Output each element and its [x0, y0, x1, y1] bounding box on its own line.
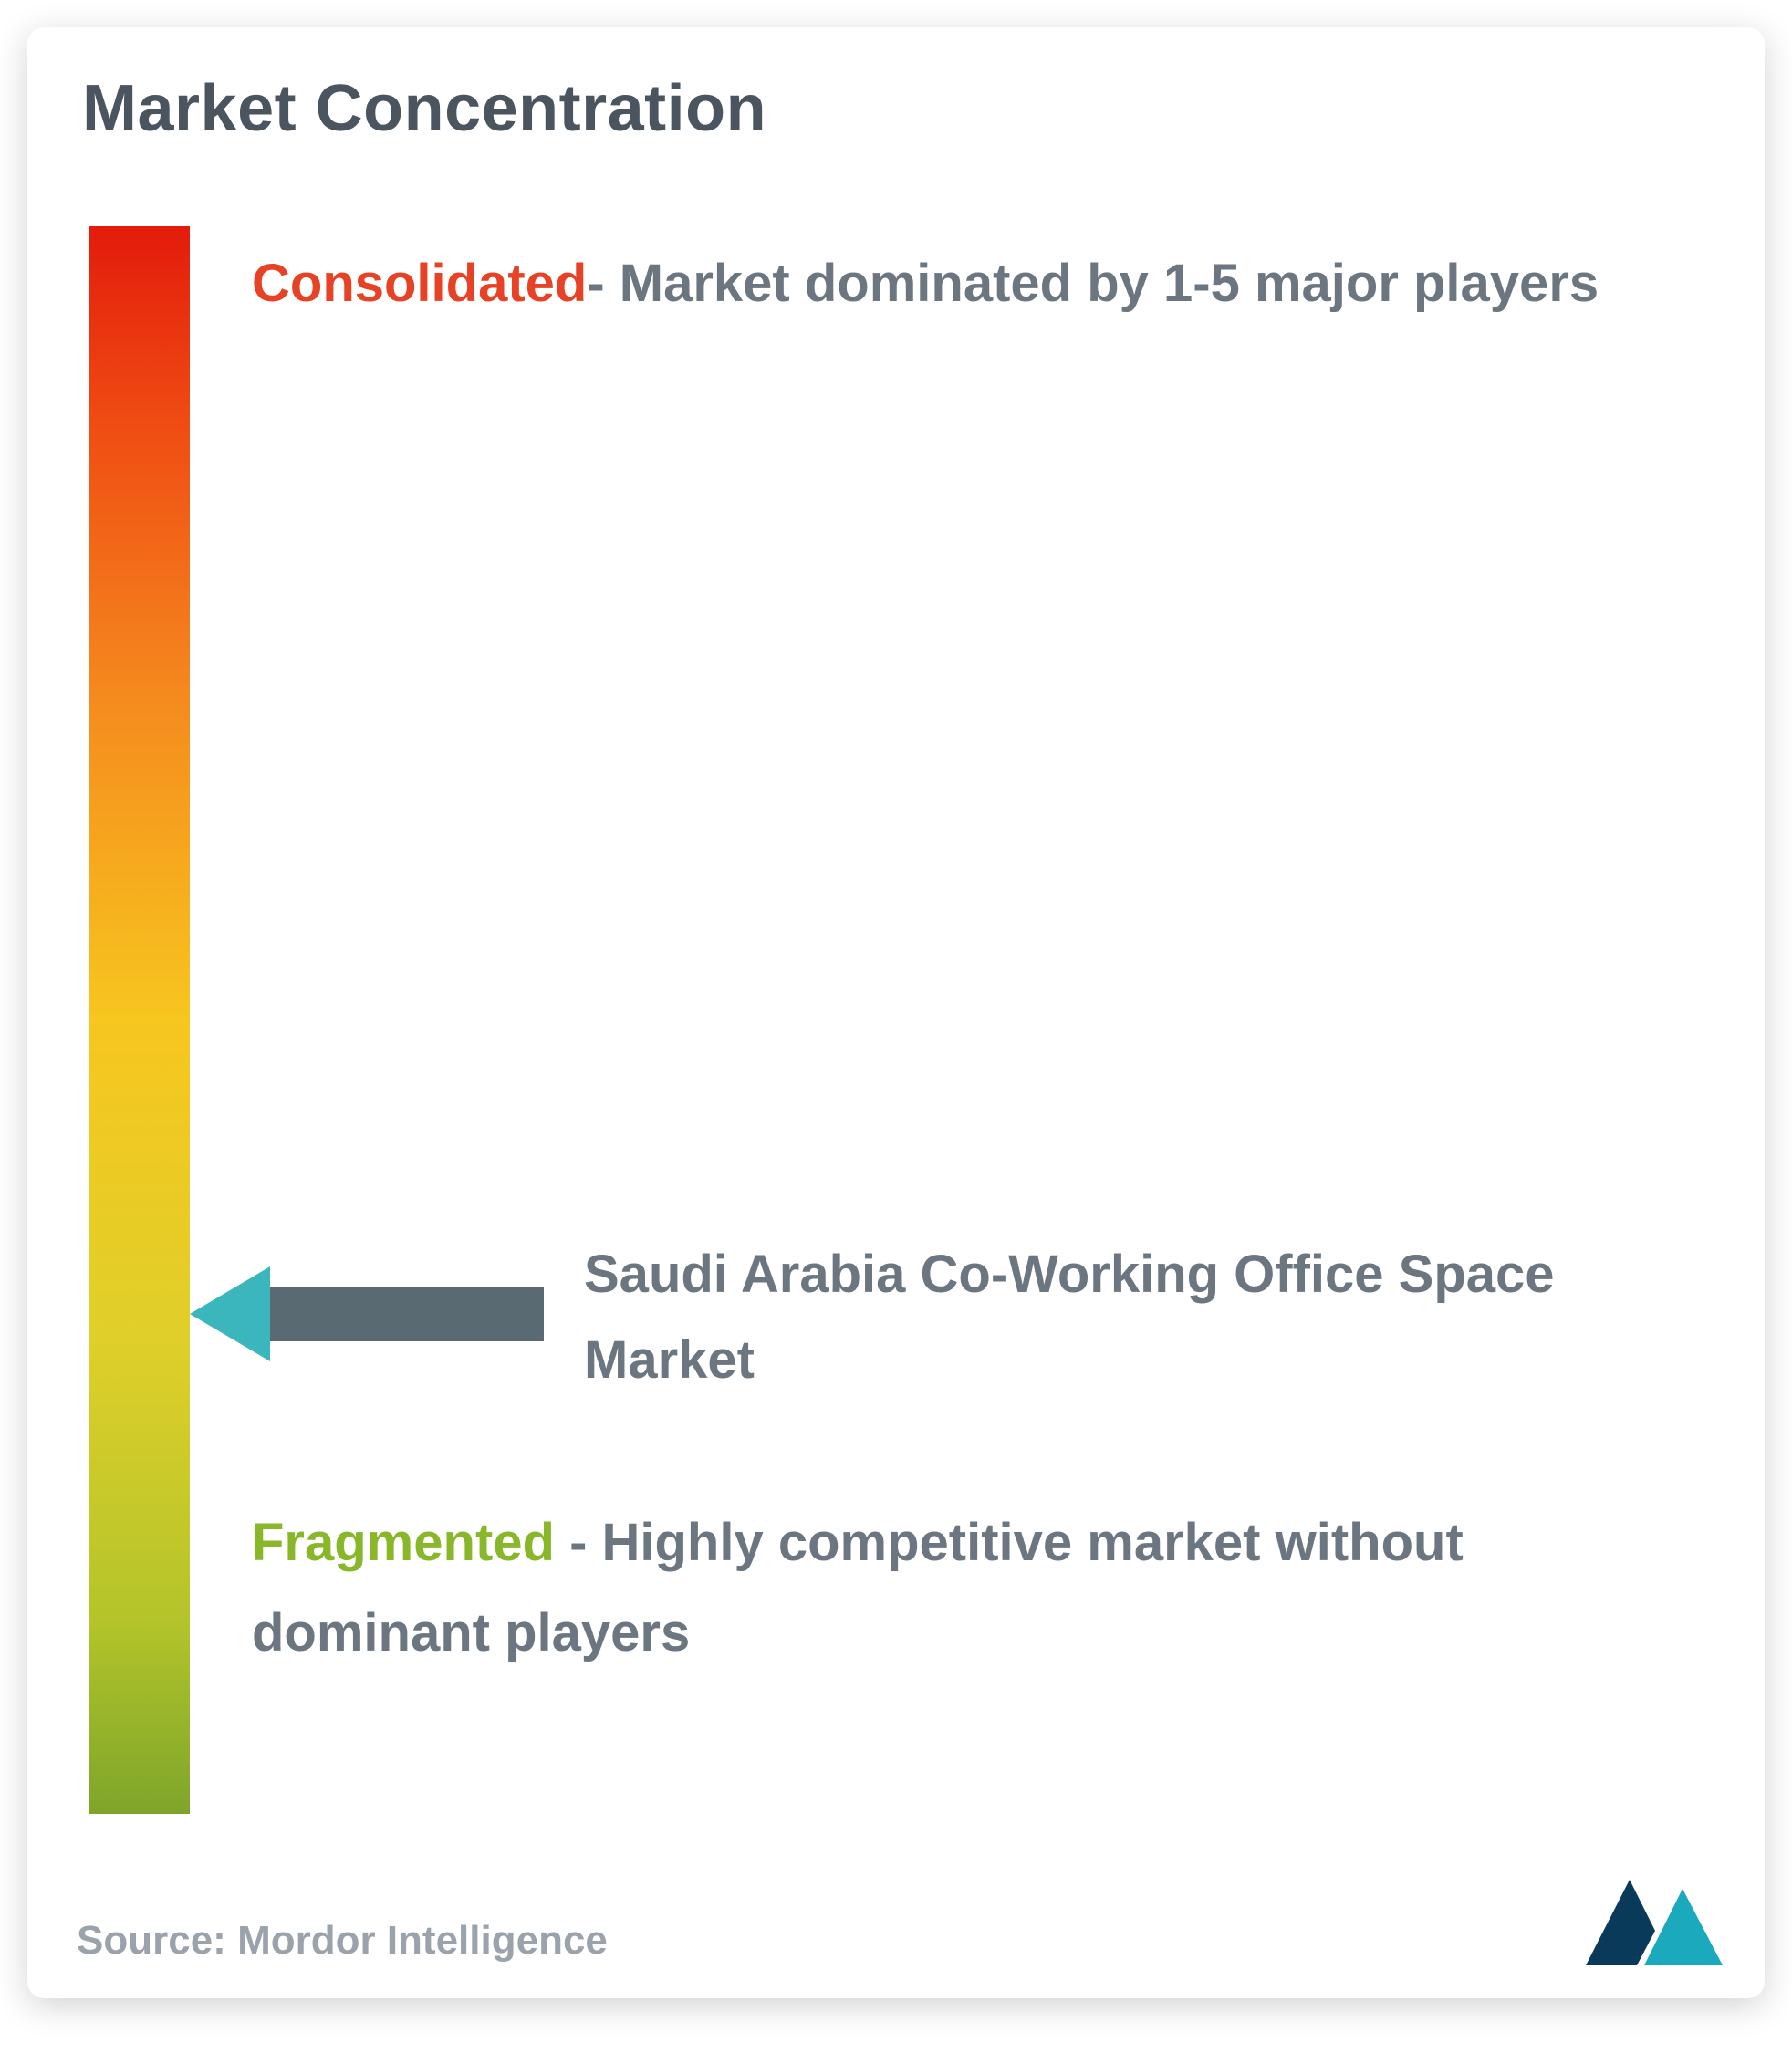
fragmented-description: Fragmented - Highly competitive market w…	[252, 1498, 1710, 1678]
concentration-card: Market Concentration Consolidated- Marke…	[27, 27, 1765, 1998]
card-title: Market Concentration	[82, 71, 766, 146]
brand-logo-icon	[1580, 1871, 1726, 1971]
source-label: Source:	[77, 1918, 226, 1963]
consolidated-rest: - Market dominated by 1-5 major players	[587, 254, 1599, 313]
concentration-gradient-bar	[89, 226, 190, 1814]
consolidated-description: Consolidated- Market dominated by 1-5 ma…	[252, 239, 1710, 329]
source-attribution: Source: Mordor Intelligence	[77, 1918, 608, 1964]
consolidated-keyword: Consolidated	[252, 254, 587, 313]
pointer-arrow-icon	[190, 1259, 555, 1369]
source-value: Mordor Intelligence	[237, 1918, 608, 1963]
fragmented-keyword: Fragmented	[252, 1513, 555, 1572]
market-pointer-label: Saudi Arabia Co-Working Office Space Mar…	[584, 1232, 1710, 1403]
